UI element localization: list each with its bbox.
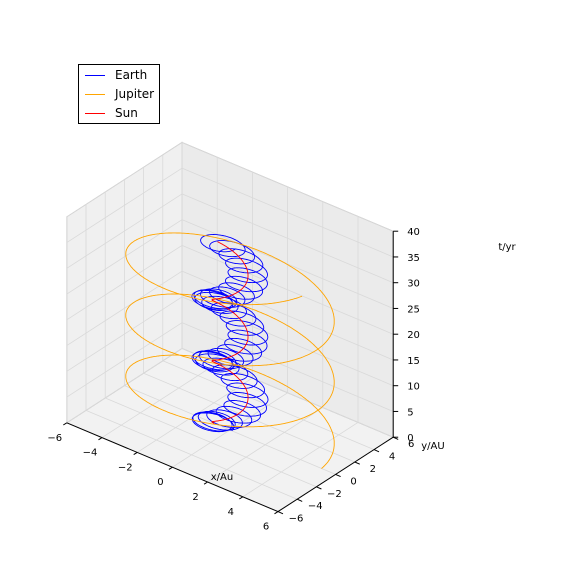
grid-line <box>66 296 183 372</box>
z-tick-label: 5 <box>407 407 413 418</box>
tick-mark <box>203 481 208 485</box>
grid-line <box>66 348 183 424</box>
grid-line <box>105 397 317 488</box>
grid-line <box>66 270 183 346</box>
y-tick-label: 2 <box>370 464 376 475</box>
grid-line <box>66 322 183 398</box>
axis-panes <box>65 141 395 513</box>
legend-swatch-jupiter <box>85 93 105 95</box>
legend-label-jupiter: Jupiter <box>115 87 155 101</box>
series-line-sun <box>211 241 249 424</box>
series-line-jupiter <box>125 232 335 469</box>
legend-entry-jupiter: Jupiter <box>85 86 154 102</box>
grid-line <box>85 410 298 500</box>
tick-mark <box>277 511 284 515</box>
y-tick-label: −6 <box>289 514 304 525</box>
grid-line <box>66 193 183 269</box>
z-tick-label: 0 <box>407 433 413 444</box>
y-tick-label: 0 <box>350 476 356 487</box>
tick-mark <box>274 511 279 515</box>
tick-mark <box>335 473 341 478</box>
tick-mark <box>373 449 380 453</box>
tick-mark <box>98 437 103 441</box>
grid-line <box>66 142 183 218</box>
tick-mark <box>316 486 322 490</box>
x-tick-label: 2 <box>192 492 198 503</box>
grid-line <box>181 245 394 335</box>
tick-mark <box>63 422 68 426</box>
z-tick-label: 20 <box>407 330 420 341</box>
grid-line <box>181 296 394 387</box>
legend-label-earth: Earth <box>115 68 148 82</box>
tick-mark <box>239 496 244 500</box>
x-tick-label: −2 <box>118 462 133 473</box>
grid-line <box>66 219 183 295</box>
y-tick-label: −2 <box>327 489 342 500</box>
axis-lines <box>63 230 399 515</box>
x-tick-label: −6 <box>47 433 62 444</box>
z-tick-label: 15 <box>407 356 420 367</box>
grid-line <box>181 167 394 258</box>
z-tick-label: 40 <box>407 227 420 238</box>
x-tick-label: −4 <box>83 448 98 459</box>
legend-swatch-earth <box>85 74 105 76</box>
z-tick-label: 35 <box>407 253 420 264</box>
z-tick-label: 30 <box>407 279 420 290</box>
grid-line <box>181 270 394 361</box>
grid-line <box>181 322 394 412</box>
x-tick-label: 6 <box>263 522 269 533</box>
y-tick-label: −4 <box>308 501 323 512</box>
legend-entry-earth: Earth <box>85 67 147 83</box>
tick-mark <box>168 466 173 470</box>
y-tick-label: 6 <box>408 439 414 450</box>
x-tick-label: 0 <box>157 477 163 488</box>
grid-line <box>66 167 183 243</box>
legend: Earth Jupiter Sun <box>78 64 160 124</box>
legend-swatch-sun <box>85 112 105 114</box>
z-tick-label: 25 <box>407 304 420 315</box>
legend-label-sun: Sun <box>115 106 138 120</box>
z-axis-label: t/yr <box>498 242 516 253</box>
tick-mark <box>354 461 361 465</box>
legend-entry-sun: Sun <box>85 105 138 121</box>
grid-line <box>143 372 355 463</box>
x-axis-label: x/Au <box>211 472 233 483</box>
x-tick-label: 4 <box>228 507 234 518</box>
grid-line <box>162 360 375 450</box>
grid-line <box>181 142 394 232</box>
grid-line <box>181 193 394 284</box>
z-tick-label: 10 <box>407 382 420 393</box>
y-axis-label: y/AU <box>421 441 444 452</box>
series-line-earth <box>191 234 269 433</box>
tick-mark <box>296 498 303 502</box>
tick-mark <box>133 451 138 456</box>
y-tick-label: 4 <box>389 452 395 463</box>
series-lines <box>125 232 335 469</box>
grid-line <box>66 245 183 321</box>
